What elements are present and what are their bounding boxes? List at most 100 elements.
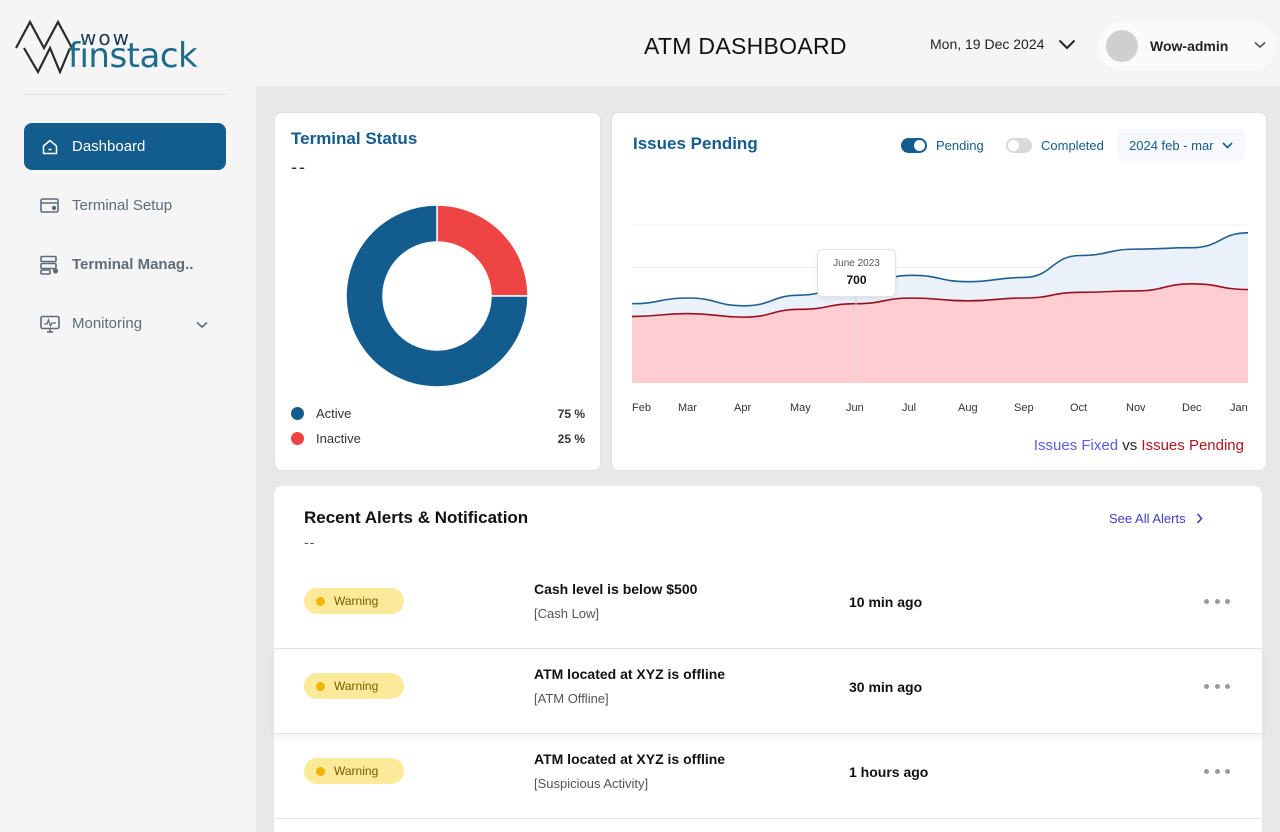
user-name: Wow-admin [1150,38,1229,54]
sidebar-divider [24,94,226,95]
see-all-alerts-link[interactable]: See All Alerts [1109,511,1203,526]
issues-area-chart [631,224,1249,383]
more-options-icon[interactable] [1204,679,1230,693]
pending-toggle[interactable]: Pending [901,138,984,153]
brand-finstack: finstack [68,36,198,76]
sidebar-item-label: Monitoring [72,315,143,332]
alert-category: [ATM Offline] [534,691,609,706]
alert-category: [Cash Low] [534,606,600,621]
alerts-card: Recent Alerts & Notification -- See All … [274,486,1262,832]
sidebar-item-label: Terminal Setup [72,197,173,214]
x-tick-label: May [790,402,811,414]
series-area-1 [632,283,1248,383]
badge-label: Warning [334,679,379,693]
legend-active: Active 75 % [291,406,585,421]
alert-time: 30 min ago [849,679,923,695]
terminal-donut-chart [345,204,529,388]
x-tick-label: Oct [1070,402,1088,414]
chevron-down-icon [1221,141,1233,149]
badge-dot [316,596,325,606]
alert-row[interactable]: Warning ATM located at XYZ is offline [A… [274,649,1262,734]
chevron-down-icon[interactable] [196,316,208,333]
issues-pending-card: Issues Pending Pending Completed 2024 fe… [611,112,1267,471]
card-title: Terminal Status [291,129,418,148]
legend-dot [291,432,304,445]
status-badge: Warning [304,588,404,614]
x-tick-label: Dec [1182,402,1202,414]
badge-label: Warning [334,594,379,608]
x-tick-label: Nov [1126,402,1146,414]
alert-row[interactable]: Warning Cash level is below $500 [Cash L… [274,564,1262,649]
chevron-right-icon [1196,513,1203,524]
more-options-icon[interactable] [1204,594,1230,608]
x-tick-label: Feb [632,402,651,414]
toggle-switch[interactable] [901,138,927,153]
legend-percent: 25 % [557,431,585,446]
user-menu[interactable]: Wow-admin [1098,22,1276,70]
tooltip-value: 700 [846,273,867,287]
series-line-0 [631,232,1249,307]
sidebar-item-terminal-management[interactable]: Terminal Manag.. [24,241,226,288]
chart-tooltip: June 2023 700 [817,249,896,297]
x-tick-label: Jan [1230,402,1248,414]
see-all-label: See All Alerts [1109,511,1186,526]
legend-dot [291,407,304,420]
x-tick-label: Aug [958,402,978,414]
terminal-manage-icon [40,255,60,275]
alerts-title: Recent Alerts & Notification [304,508,529,527]
alert-message: ATM located at XYZ is offline [534,751,726,767]
status-badge: Warning [304,758,404,784]
alert-time: 10 min ago [849,594,923,610]
logo-mark-icon [15,19,73,74]
date-selector[interactable]: Mon, 19 Dec 2024 [930,36,1076,52]
caption-vs: vs [1122,437,1138,454]
brand-logo[interactable]: wow finstack [14,16,204,76]
range-value: 2024 feb - mar [1129,137,1214,153]
x-tick-label: Jul [902,402,917,414]
brand-wow: wow [80,26,131,50]
date-range-select[interactable]: 2024 feb - mar [1117,129,1245,161]
sidebar-item-label: Terminal Manag.. [72,256,194,273]
legend-label: Active [316,406,352,421]
donut-slice-active[interactable] [345,204,529,388]
caption-fixed: Issues Fixed [1033,437,1119,454]
badge-dot [316,681,325,691]
avatar [1106,30,1138,62]
series-line-1 [631,283,1249,318]
x-tick-label: Sep [1014,402,1034,414]
chart-caption: Issues Fixed vs Issues Pending [1034,437,1244,454]
x-tick-label: Apr [734,402,752,414]
card-subtitle: -- [291,157,307,177]
sidebar-item-monitoring[interactable]: Monitoring [24,300,226,347]
status-badge: Warning [304,673,404,699]
sidebar-item-label: Dashboard [72,138,146,155]
alert-row[interactable]: Warning ATM located at XYZ is offline [S… [274,734,1262,819]
caption-pending: Issues Pending [1141,437,1244,454]
donut-slice-inactive[interactable] [436,204,529,297]
legend-label: Inactive [316,431,361,446]
date-value: Mon, 19 Dec 2024 [930,36,1045,52]
x-tick-label: Mar [678,402,697,414]
completed-toggle[interactable]: Completed [1006,138,1104,153]
alert-message: ATM located at XYZ is offline [534,666,726,682]
badge-dot [316,766,325,776]
alert-category: [Suspicious Activity] [534,776,649,791]
terminal-status-card: Terminal Status -- Active 75 % Inactive … [274,112,601,471]
x-tick-label: Jun [846,402,864,414]
monitor-icon [40,314,60,334]
alert-time: 1 hours ago [849,764,929,780]
sidebar-item-terminal-setup[interactable]: Terminal Setup [24,182,226,229]
sidebar: wow finstack Dashboard Terminal Setup Te… [0,0,256,832]
terminal-setup-icon [40,196,60,216]
badge-label: Warning [334,764,379,778]
legend-percent: 75 % [557,406,585,421]
sidebar-item-dashboard[interactable]: Dashboard [24,123,226,170]
top-header: ATM DASHBOARD Mon, 19 Dec 2024 Wow-admin [256,0,1280,86]
chevron-down-icon [1254,41,1266,49]
card-title: Issues Pending [633,134,758,153]
toggle-label: Completed [1041,138,1104,153]
alert-message: Cash level is below $500 [534,581,698,597]
more-options-icon[interactable] [1204,764,1230,778]
chevron-down-icon [1059,39,1076,49]
toggle-switch[interactable] [1006,138,1032,153]
